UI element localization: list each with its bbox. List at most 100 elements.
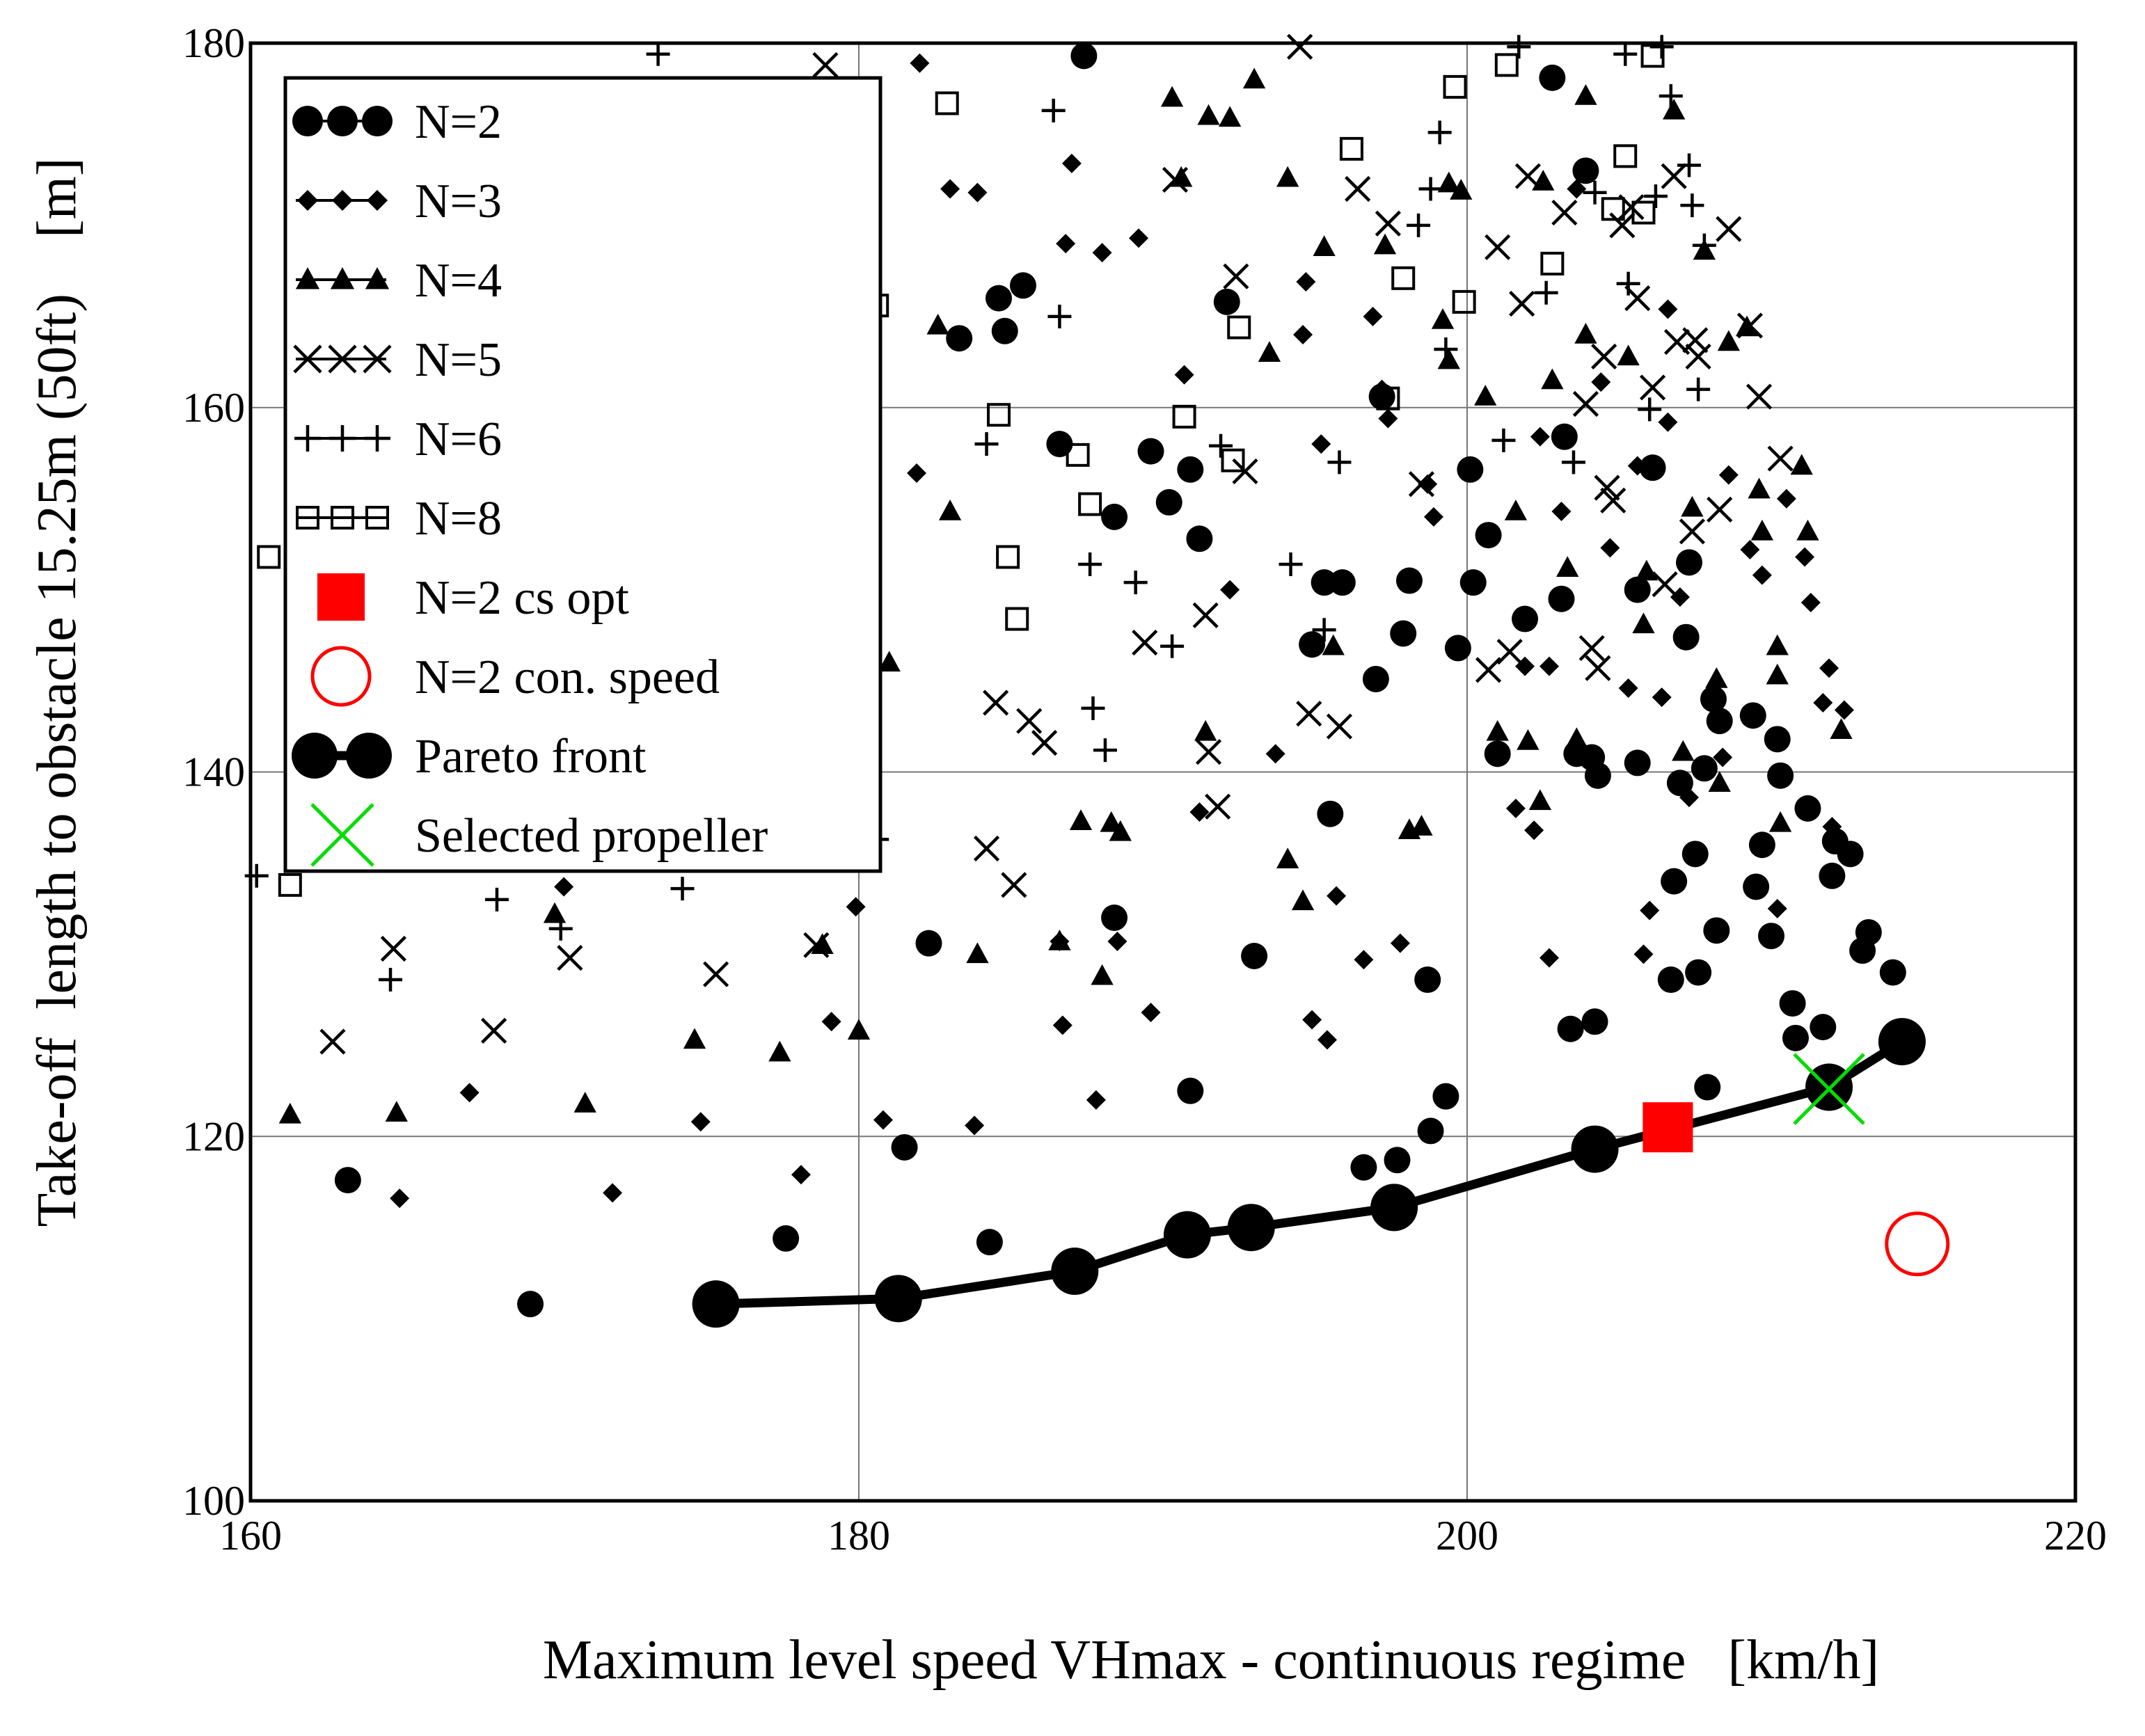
- pareto-front: [692, 1018, 1926, 1328]
- legend-marker: [297, 190, 318, 211]
- x-tick-label: 220: [2044, 1513, 2107, 1559]
- triangle-point: [1048, 930, 1071, 950]
- square-point: [1631, 200, 1656, 225]
- square-point: [1221, 448, 1245, 472]
- triangle-point: [1258, 341, 1281, 362]
- triangle-point: [1504, 500, 1528, 520]
- triangle-point: [1796, 519, 1819, 541]
- square-point: [1540, 251, 1565, 276]
- triangle-point: [1194, 719, 1217, 741]
- x-point: [1639, 374, 1666, 401]
- circle-point: [1703, 917, 1730, 944]
- triangle-point: [573, 1092, 596, 1113]
- triangle-point: [1748, 477, 1771, 499]
- circle-point: [986, 285, 1013, 312]
- legend-marker: [346, 733, 392, 779]
- triangle-point: [1528, 789, 1552, 811]
- plus-point: [484, 887, 509, 911]
- square-point: [1066, 443, 1090, 467]
- x-point: [973, 835, 1000, 862]
- triangle-point: [1410, 815, 1433, 836]
- circle-point: [1706, 708, 1733, 735]
- circle-point: [946, 325, 973, 352]
- circle-point: [1572, 157, 1599, 184]
- square-point: [1078, 492, 1102, 516]
- triangle-point: [1632, 612, 1655, 634]
- diamond-point: [1740, 540, 1760, 560]
- x-axis-label: Maximum level speed VHmax - continuous r…: [543, 1630, 1879, 1691]
- diamond-point: [1524, 820, 1544, 841]
- circle-point: [1743, 873, 1770, 900]
- diamond-point: [1311, 434, 1331, 454]
- plus-point: [1047, 304, 1072, 328]
- square-point: [1452, 289, 1476, 314]
- diamond-point: [1052, 1015, 1072, 1035]
- legend-label: N=5: [415, 333, 502, 387]
- plus-point: [1160, 634, 1185, 658]
- plus-point: [1659, 83, 1683, 108]
- circle-point: [1694, 1074, 1721, 1101]
- triangle-point: [1100, 811, 1123, 832]
- circle-point: [1539, 64, 1566, 91]
- diamond-point: [1679, 788, 1700, 808]
- diamond-point: [965, 1115, 985, 1136]
- circle-point: [1794, 795, 1821, 822]
- triangle-point: [1242, 67, 1266, 89]
- x-point: [1600, 487, 1626, 513]
- x-point: [1223, 263, 1249, 289]
- circle-point: [1548, 585, 1575, 612]
- diamond-point: [690, 1112, 711, 1132]
- square-point: [1640, 44, 1665, 68]
- diamond-point: [1327, 886, 1347, 906]
- legend-item-n2: N=2: [292, 95, 502, 149]
- x-point: [1287, 33, 1313, 60]
- diamond-point: [1092, 243, 1112, 263]
- x-point: [1408, 471, 1435, 497]
- x-point: [1609, 212, 1636, 239]
- diamond-point: [1713, 747, 1733, 767]
- plot-frame: [248, 41, 2077, 1503]
- triangle-point: [1565, 727, 1588, 749]
- triangle-point: [1437, 171, 1460, 193]
- circle-point: [1661, 868, 1688, 895]
- diamond-point: [1141, 1003, 1161, 1023]
- plus-point: [1680, 193, 1704, 218]
- legend-marker: [310, 646, 372, 707]
- x-point: [1205, 793, 1231, 820]
- x-point: [1679, 518, 1705, 545]
- triangle-point: [1768, 811, 1792, 832]
- legend-marker: [362, 106, 393, 136]
- diamond-point: [1640, 900, 1660, 921]
- diamond-point: [1752, 565, 1772, 585]
- legend-item-sel: Selected propeller: [310, 803, 768, 867]
- diamond-point: [1265, 744, 1285, 764]
- series-n-3: [390, 53, 1854, 1209]
- diamond-point: [1618, 678, 1638, 699]
- triangle-point: [385, 1101, 408, 1122]
- plus-point: [1616, 271, 1640, 296]
- circle-point: [1241, 942, 1268, 969]
- legend-item-n4: N=4: [295, 254, 502, 308]
- triangle-point: [1574, 323, 1597, 344]
- circle-point: [1685, 959, 1712, 986]
- plus-point: [1093, 738, 1117, 763]
- x-point: [1716, 216, 1742, 242]
- square-point: [1494, 53, 1519, 77]
- square-point: [1613, 144, 1638, 168]
- diamond-point: [1627, 456, 1647, 476]
- legend-marker: [292, 733, 338, 779]
- circle-point: [1739, 702, 1766, 729]
- circle-point: [1414, 966, 1441, 994]
- pareto-front-point: [1051, 1248, 1099, 1296]
- circle-point: [1311, 569, 1338, 596]
- diamond-point: [1591, 372, 1611, 392]
- plus-point: [1312, 618, 1336, 642]
- plus-point: [1078, 552, 1102, 576]
- y-tick-label: 160: [182, 385, 245, 431]
- legend-item-n6: N=6: [294, 413, 502, 466]
- series-n-5: [319, 33, 1794, 1055]
- x-point: [1509, 290, 1535, 317]
- x-point: [1746, 383, 1773, 410]
- circle-point: [1639, 454, 1666, 481]
- circle-point: [1624, 749, 1651, 777]
